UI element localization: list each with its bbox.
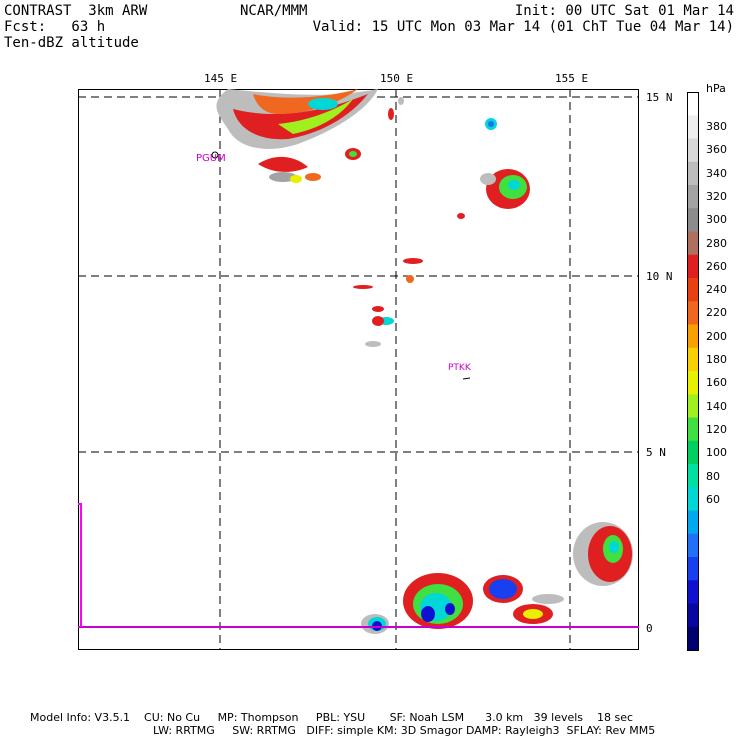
- colorbar-swatch: [687, 626, 699, 651]
- colorbar-level-label: 380: [706, 120, 727, 133]
- colorbar-swatch: [687, 440, 699, 465]
- boundary-trace: [78, 503, 82, 627]
- colorbar-level-label: 160: [706, 376, 727, 390]
- colorbar-swatch: [687, 510, 699, 535]
- lon-label-155: 155 E: [555, 72, 589, 85]
- lat-label-5n: 5 N: [646, 446, 666, 459]
- institution: NCAR/MMM: [240, 3, 308, 19]
- colorbar-level-label: 360: [706, 143, 727, 157]
- map-frame: [78, 89, 639, 650]
- init-time: Init: 00 UTC Sat 01 Mar 14: [514, 3, 734, 19]
- echo-north-cluster: [216, 89, 378, 182]
- lat-label-10n: 10 N: [646, 270, 673, 283]
- echo-small-cells: [290, 97, 497, 183]
- colorbar: [687, 92, 699, 651]
- colorbar-swatch: [687, 417, 699, 442]
- colorbar-swatch: [687, 185, 699, 209]
- colorbar-level-label: 140: [706, 399, 727, 413]
- colorbar-swatch: [687, 92, 699, 116]
- colorbar-level-label: 180: [706, 353, 727, 366]
- colorbar-swatch: [687, 231, 699, 256]
- station-label-ptkk: PTKK: [448, 363, 472, 373]
- station-marker-ptkk: [462, 377, 471, 380]
- colorbar-unit: hPa: [706, 82, 726, 95]
- lat-label-15n: 15 N: [646, 91, 673, 104]
- colorbar-swatch: [687, 254, 699, 279]
- colorbar-level-label: 200: [706, 329, 727, 343]
- colorbar-level-label: 120: [706, 422, 727, 436]
- colorbar-level-label: 100: [706, 446, 727, 460]
- echo-central-cells: [353, 213, 465, 347]
- colorbar-level-label: 320: [706, 189, 727, 203]
- colorbar-swatch: [687, 161, 699, 186]
- colorbar-swatch: [687, 371, 699, 395]
- lon-label-145: 145 E: [204, 72, 238, 85]
- colorbar-swatch: [687, 208, 699, 232]
- field-name: Ten-dBZ altitude: [4, 35, 139, 51]
- model-info-line2: LW: RRTMG SW: RRTMG DIFF: simple KM: 3D …: [153, 724, 656, 737]
- colorbar-swatch: [687, 394, 699, 418]
- station-marker-pgum: [211, 151, 219, 159]
- colorbar-swatch: [687, 347, 699, 372]
- colorbar-level-label: 300: [706, 213, 727, 227]
- colorbar-swatch: [687, 138, 699, 163]
- colorbar-level-label: 240: [706, 283, 727, 297]
- valid-time: Valid: 15 UTC Mon 03 Mar 14 (01 ChT Tue …: [312, 19, 734, 35]
- lat-label-equator: 0: [646, 622, 653, 635]
- echo-southeast-cells: [573, 522, 633, 586]
- colorbar-swatch: [687, 301, 699, 325]
- colorbar-level-label: 340: [706, 166, 727, 180]
- station-label-pgum: PGUM: [196, 153, 226, 164]
- colorbar-swatch: [687, 278, 699, 302]
- colorbar-level-label: 260: [706, 259, 727, 273]
- colorbar-swatch: [687, 324, 699, 349]
- radar-map: PGUM PTKK: [78, 89, 639, 650]
- colorbar-swatch: [687, 580, 699, 604]
- echo-east-cluster: [480, 169, 530, 209]
- lon-label-150: 150 E: [380, 72, 414, 85]
- colorbar-swatch: [687, 557, 699, 581]
- colorbar-level-label: 60: [706, 492, 720, 506]
- colorbar-swatch: [687, 487, 699, 511]
- echo-south-cluster: [361, 573, 564, 634]
- colorbar-swatch: [687, 533, 699, 558]
- colorbar-swatch: [687, 603, 699, 628]
- colorbar-frame: [687, 92, 699, 651]
- model-title: CONTRAST 3km ARW: [4, 3, 148, 19]
- colorbar-swatch: [687, 464, 699, 488]
- colorbar-level-label: 220: [706, 306, 727, 320]
- model-info-line1: Model Info: V3.5.1 CU: No Cu MP: Thompso…: [30, 711, 634, 724]
- forecast-hour: Fcst: 63 h: [4, 19, 106, 35]
- colorbar-level-label: 280: [706, 236, 727, 250]
- colorbar-swatch: [687, 115, 699, 139]
- colorbar-level-label: 80: [706, 469, 720, 483]
